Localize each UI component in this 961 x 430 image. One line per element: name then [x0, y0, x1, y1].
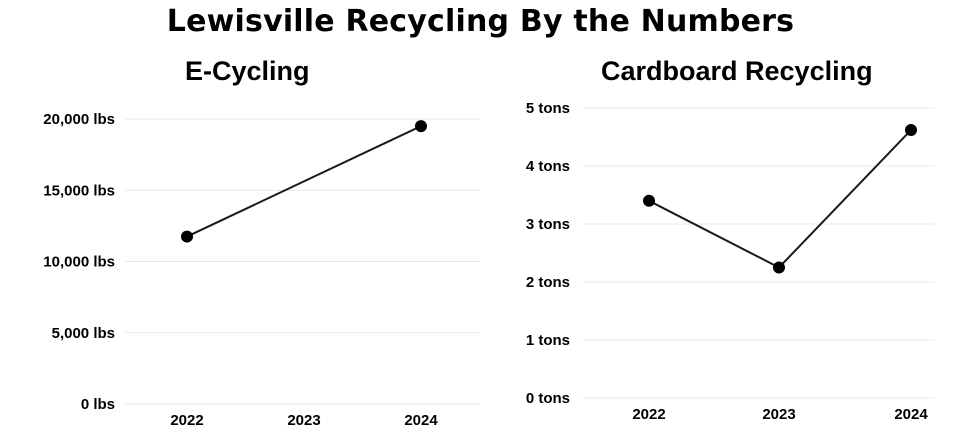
cardboard-x-tick-label: 2024 [894, 406, 928, 423]
cardboard-data-point [773, 261, 785, 274]
ecycling-series-line [186, 125, 422, 238]
ecycling-y-tick-label: 5,000 lbs [52, 325, 115, 342]
cardboard-series-line [648, 129, 912, 269]
cardboard-y-tick-label: 3 tons [526, 216, 570, 233]
cardboard-x-tick-label: 2023 [762, 406, 795, 423]
cardboard-y-tick-label: 5 tons [526, 100, 570, 117]
cardboard-y-tick-label: 4 tons [526, 158, 570, 175]
cardboard-y-tick-label: 1 tons [526, 332, 570, 349]
ecycling-y-tick-label: 15,000 lbs [43, 182, 115, 199]
ecycling-x-tick-label: 2023 [287, 412, 320, 429]
page-title: Lewisville Recycling By the Numbers [166, 4, 795, 39]
ecycling-y-tick-label: 10,000 lbs [43, 254, 115, 271]
ecycling-data-point [415, 120, 427, 133]
cardboard-y-tick-label: 0 tons [526, 390, 570, 407]
ecycling-chart-title: E-Cycling [185, 56, 310, 86]
cardboard-x-tick-label: 2022 [632, 406, 665, 423]
ecycling-data-point [181, 230, 193, 243]
cardboard-y-tick-label: 2 tons [526, 274, 570, 291]
ecycling-y-tick-label: 20,000 lbs [43, 111, 115, 128]
ecycling-x-tick-label: 2024 [404, 412, 438, 429]
cardboard-data-point [905, 124, 917, 137]
cardboard-data-point [643, 194, 655, 207]
ecycling-y-tick-label: 0 lbs [81, 396, 115, 413]
ecycling-x-tick-label: 2022 [170, 412, 203, 429]
cardboard-chart-title: Cardboard Recycling [601, 56, 873, 86]
